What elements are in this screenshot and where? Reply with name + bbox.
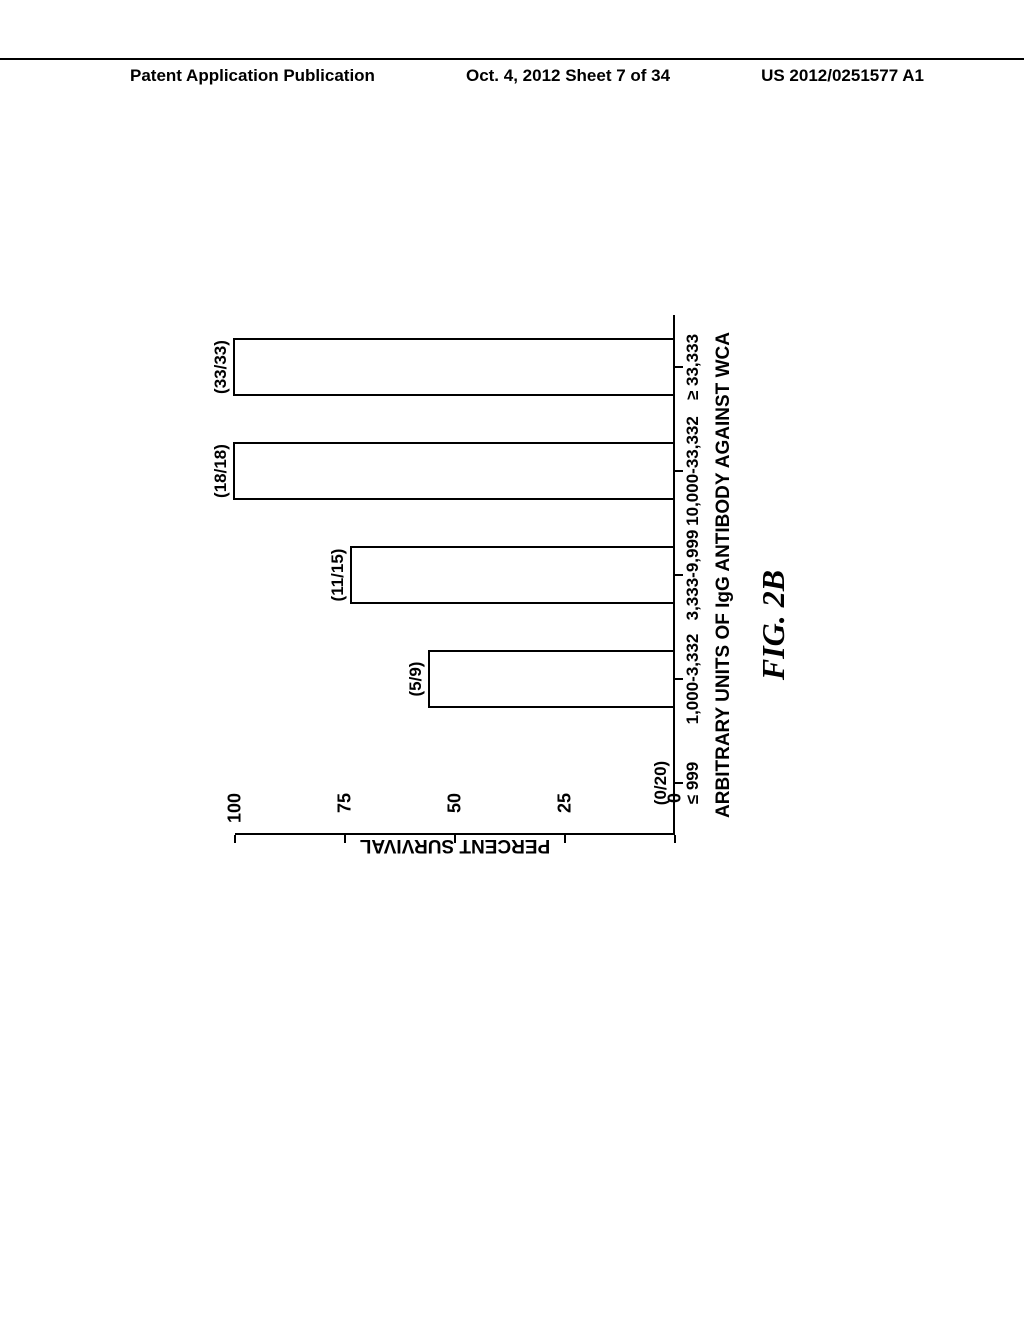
x-axis-title: ARBITRARY UNITS OF IgG ANTIBODY AGAINST … (713, 332, 735, 818)
x-tick (675, 470, 683, 472)
bar-chart: PERCENT SURVIVAL ARBITRARY UNITS OF IgG … (215, 455, 835, 885)
plot-area: PERCENT SURVIVAL ARBITRARY UNITS OF IgG … (235, 315, 675, 835)
y-tick (674, 835, 676, 843)
y-tick (234, 835, 236, 843)
bar-annotation: (0/20) (651, 761, 675, 805)
page-header: Patent Application Publication Oct. 4, 2… (0, 58, 1024, 86)
figure-caption: FIG. 2B (755, 570, 792, 680)
x-tick-label: 10,000-33,332 (683, 416, 703, 526)
x-tick (675, 366, 683, 368)
bar (350, 546, 673, 603)
x-tick-label: 3,333-9,999 (683, 530, 703, 621)
y-tick-label: 25 (555, 793, 576, 813)
y-tick (344, 835, 346, 843)
x-tick (675, 678, 683, 680)
bar-annotation: (33/33) (211, 340, 235, 394)
bar-annotation: (5/9) (406, 662, 430, 697)
x-tick-label: ≥ 33,333 (683, 334, 703, 400)
x-tick-label: ≤ 999 (683, 762, 703, 804)
header-left: Patent Application Publication (130, 66, 375, 86)
y-tick-label: 75 (335, 793, 356, 813)
x-tick-label: 1,000-3,332 (683, 634, 703, 725)
y-tick-label: 100 (225, 793, 246, 823)
bar (233, 338, 673, 395)
y-tick (454, 835, 456, 843)
bar (233, 442, 673, 499)
bar-annotation: (11/15) (328, 549, 352, 602)
x-tick (675, 574, 683, 576)
x-tick (675, 782, 683, 784)
bar (428, 650, 673, 707)
bar-annotation: (18/18) (211, 444, 235, 498)
y-tick-label: 50 (445, 793, 466, 813)
header-right: US 2012/0251577 A1 (761, 66, 924, 86)
header-center: Oct. 4, 2012 Sheet 7 of 34 (466, 66, 670, 86)
y-tick (564, 835, 566, 843)
